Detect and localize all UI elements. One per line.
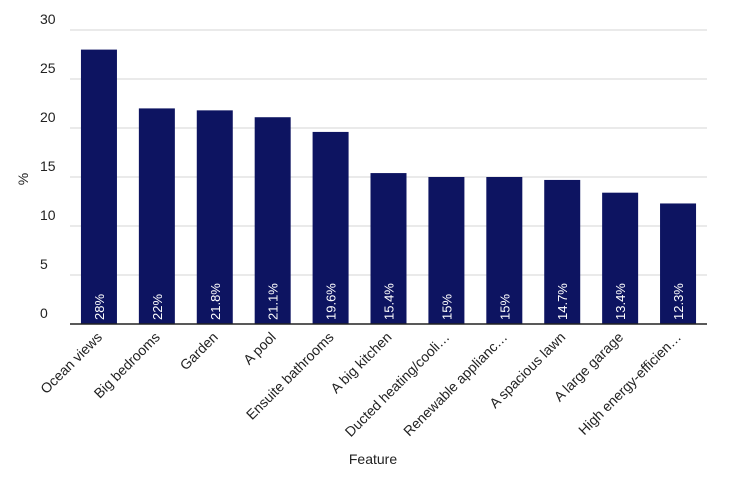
x-tick-label: Renewable applianc… xyxy=(400,329,510,439)
bar xyxy=(254,117,291,324)
x-tick-label: A pool xyxy=(240,329,279,368)
data-label: 15% xyxy=(497,294,512,320)
y-tick-label: 25 xyxy=(40,60,56,76)
data-label: 12.3% xyxy=(671,283,686,320)
bars xyxy=(80,49,697,325)
y-tick-label: 15 xyxy=(40,158,56,174)
bar xyxy=(660,203,697,324)
y-tick-label: 5 xyxy=(40,256,48,272)
data-label: 15.4% xyxy=(382,283,397,320)
y-tick-label: 30 xyxy=(40,11,56,27)
y-axis-title: % xyxy=(15,173,31,185)
data-label: 14.7% xyxy=(555,283,570,320)
data-labels: 28% 22% 21.8% 21.1% 19.6% 15.4% 15% 15% 14.7% 13.… xyxy=(92,283,686,320)
data-label: 13.4% xyxy=(613,283,628,320)
bar xyxy=(428,177,465,324)
bar xyxy=(544,179,581,324)
bar xyxy=(370,173,407,324)
bar xyxy=(486,177,523,324)
data-label: 21.1% xyxy=(266,283,281,320)
data-label: 15% xyxy=(439,294,454,320)
x-axis-title: Feature xyxy=(349,451,397,467)
data-label: 19.6% xyxy=(324,283,339,320)
bar xyxy=(312,131,349,324)
x-tick-label: Garden xyxy=(177,329,221,373)
y-tick-label: 10 xyxy=(40,207,56,223)
y-axis-ticks: 0 5 10 15 20 25 30 xyxy=(40,11,56,321)
x-tick-label: High energy-efficien… xyxy=(575,329,684,438)
bar xyxy=(138,108,175,325)
data-label: 28% xyxy=(92,294,107,320)
data-label: 22% xyxy=(150,294,165,320)
bar xyxy=(196,110,233,324)
y-tick-label: 0 xyxy=(40,305,48,321)
data-label: 21.8% xyxy=(208,283,223,320)
x-tick-label: Ducted heating/cooli… xyxy=(342,329,453,440)
bar xyxy=(602,192,639,324)
y-tick-label: 20 xyxy=(40,109,56,125)
bar xyxy=(80,49,117,324)
